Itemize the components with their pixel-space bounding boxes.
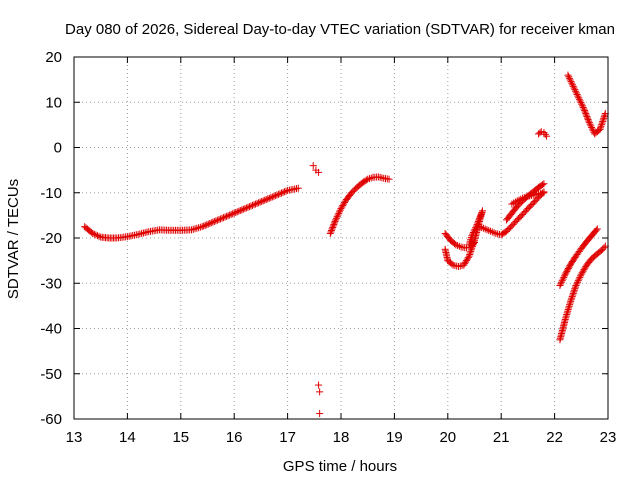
data-point: [481, 225, 493, 234]
data-point: [316, 388, 324, 396]
data-point: [487, 227, 498, 237]
series-arc-9: [508, 189, 548, 208]
data-point: [513, 212, 525, 224]
data-point: [462, 244, 470, 252]
x-tick-label: 18: [333, 429, 350, 446]
x-tick-label: 13: [66, 429, 83, 446]
data-point: [358, 176, 370, 187]
data-point: [220, 210, 237, 222]
x-tick-label: 17: [279, 429, 296, 446]
data-point: [273, 187, 290, 199]
series-arc-10: [535, 128, 551, 140]
y-tick-label: -20: [40, 230, 62, 247]
data-point: [262, 192, 279, 204]
y-axis-label: SDTVAR / TECUs: [5, 179, 22, 299]
data-point: [474, 207, 487, 227]
grid-lines: [74, 57, 608, 419]
data-point: [155, 226, 172, 234]
x-tick-label: 15: [172, 429, 189, 446]
y-tick-label: 20: [45, 49, 62, 66]
data-point: [556, 317, 569, 344]
data-point: [198, 219, 215, 231]
data-point: [508, 198, 519, 208]
data-point: [561, 299, 574, 323]
data-point: [230, 205, 247, 217]
data-point: [316, 410, 324, 418]
data-point: [556, 272, 569, 290]
data-point: [385, 175, 393, 183]
data-point: [580, 105, 593, 125]
y-tick-label: -40: [40, 321, 62, 338]
data-point: [561, 262, 574, 278]
y-tick-label: -50: [40, 366, 62, 383]
data-point: [513, 195, 525, 205]
data-point: [596, 111, 609, 133]
x-tick-label: 19: [386, 429, 403, 446]
y-tick-label: -60: [40, 411, 62, 428]
series-arc-12: [556, 242, 609, 344]
data-point: [564, 71, 577, 89]
data-point: [241, 201, 258, 213]
x-tick-label: 16: [226, 429, 243, 446]
data-point: [145, 226, 162, 236]
y-tick-label: 0: [54, 140, 62, 157]
data-point: [540, 189, 548, 197]
data-point: [572, 272, 585, 290]
data-point: [471, 239, 478, 247]
data-point: [326, 217, 339, 237]
series-arc-1: [81, 184, 302, 242]
series-arc-5: [441, 207, 487, 271]
series-arc-6: [441, 229, 470, 252]
series-arc-11: [556, 225, 601, 290]
x-tick-label: 22: [546, 429, 563, 446]
x-tick-label: 23: [600, 429, 617, 446]
y-tick-label: 10: [45, 94, 62, 111]
axis-ticks: 13 14 15 16 17 18 19 20 21 22 23 20 10 0 -10 -20 -30 -40 -…: [40, 49, 616, 446]
data-point: [466, 240, 477, 251]
data-point: [294, 184, 302, 192]
data-point: [315, 381, 323, 389]
data-point: [466, 232, 476, 247]
data-point: [252, 196, 269, 208]
data-point: [535, 181, 547, 191]
x-axis-label: GPS time / hours: [283, 458, 397, 475]
series-arc-3: [315, 381, 324, 418]
plot-frame: [73, 56, 609, 420]
data-point: [315, 168, 323, 176]
series-arc-4: [326, 173, 393, 237]
data-point: [444, 257, 456, 268]
data-point: [460, 254, 472, 269]
data-point: [567, 283, 579, 305]
data-point: [134, 228, 151, 238]
data-point: [332, 206, 344, 224]
data-points: [81, 71, 609, 418]
series-arc-8: [503, 180, 548, 224]
data-point: [567, 253, 579, 268]
data-point: [209, 214, 226, 226]
data-point: [89, 229, 103, 240]
data-point: [309, 162, 317, 170]
series-arc-2: [309, 162, 323, 176]
data-point: [535, 129, 544, 138]
data-point: [593, 225, 601, 233]
data-point: [123, 231, 140, 241]
data-point: [452, 241, 463, 250]
x-tick-label: 14: [119, 429, 136, 446]
data-point: [540, 180, 548, 188]
data-point: [575, 94, 587, 111]
data-point: [364, 174, 375, 183]
x-tick-label: 21: [493, 429, 510, 446]
data-point: [543, 132, 551, 140]
y-tick-label: -30: [40, 275, 62, 292]
data-point: [187, 223, 204, 234]
series-arc-13: [564, 71, 609, 138]
x-tick-label: 20: [439, 429, 456, 446]
data-point: [569, 82, 582, 100]
chart-title: Day 080 of 2026, Sidereal Day-to-day VTE…: [65, 21, 615, 38]
data-point: [540, 129, 549, 138]
data-point: [519, 193, 530, 202]
y-tick-label: -10: [40, 185, 62, 202]
data-point: [476, 223, 487, 232]
